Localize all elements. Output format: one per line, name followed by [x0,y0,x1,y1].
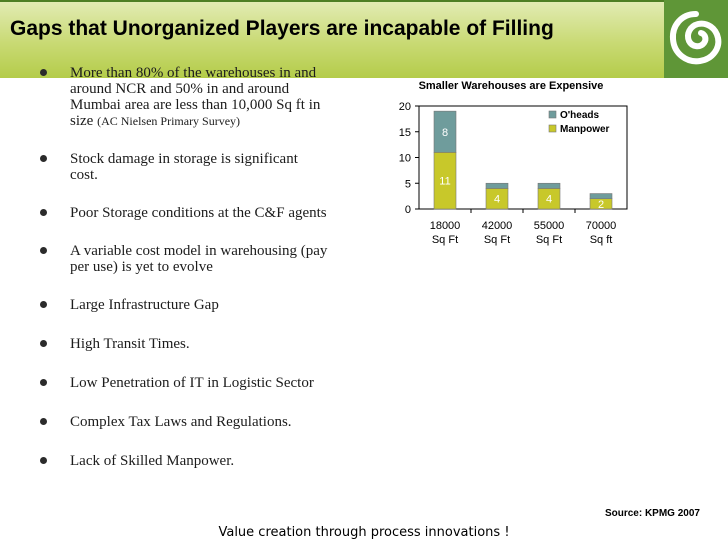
y-tick-label: 5 [405,178,411,190]
bullet-line: Large Infrastructure Gap [70,297,219,313]
bullet-line: cost. [70,167,98,183]
bullet-line: per use) is yet to evolve [70,259,213,275]
bullet-text: High Transit Times. [70,336,360,352]
bullet-line: High Transit Times. [70,336,190,352]
spiral-logo-icon [669,11,722,65]
logo [664,0,728,78]
chart-canvas: 0 5 10 15 20 11 8 18000 Sq Ft 4 42000 Sq Ft 4 55000 Sq… [399,101,628,246]
bullet-dot-icon [40,379,47,386]
bullet-dot-icon [40,209,47,216]
legend-label: O'heads [560,110,599,121]
bullet-dot-icon [40,340,47,347]
bullet-line: Poor Storage conditions at the C&F agent… [70,205,327,221]
chart-title: Smaller Warehouses are Expensive [418,80,604,92]
slide-title: Gaps that Unorganized Players are incapa… [10,17,554,40]
bullet-line: Stock damage in storage is significant [70,151,298,167]
x-tick-label: Sq Ft [536,234,562,246]
bullet-dot-icon [40,457,47,464]
x-tick-label: 42000 [482,220,513,232]
y-tick-label: 0 [405,204,411,216]
x-tick-label: 70000 [586,220,617,232]
data-label: 2 [598,199,604,211]
legend-swatch [548,124,557,133]
y-tick-label: 10 [399,153,411,165]
y-tick-label: 20 [399,101,411,113]
bar-oheads [537,182,561,189]
bullet-dot-icon [40,69,47,76]
x-tick-label: 55000 [534,220,565,232]
footer-tagline: Value creation through process innovatio… [218,525,510,540]
data-label: 4 [494,194,500,206]
bullet-line-text: size [70,113,98,129]
bullet-dot-icon [40,155,47,162]
bullet-line: Lack of Skilled Manpower. [70,453,235,469]
bullet-text: Complex Tax Laws and Regulations. [70,414,360,430]
bullet-dot-icon [40,418,47,425]
bullet-line: around NCR and 50% in and around [70,81,290,97]
x-tick-label: Sq Ft [484,234,510,246]
bullet-line: A variable cost model in warehousing (pa… [70,243,328,259]
data-label: 4 [546,194,552,206]
legend-label: Manpower [560,124,610,135]
bullet-line: Complex Tax Laws and Regulations. [70,414,292,430]
bullet-text: More than 80% of the warehouses in and ar… [70,65,360,129]
bullet-line: Mumbai area are less than 10,000 Sq ft i… [70,97,321,113]
bullet-source-note: (AC Nielsen Primary Survey) [97,114,241,128]
legend-swatch [548,110,557,119]
x-tick-label: Sq ft [590,234,613,246]
bullet-dot-icon [40,301,47,308]
bullet-line: size (AC Nielsen Primary Survey) [70,113,360,129]
bullet-text: A variable cost model in warehousing (pa… [70,243,360,275]
bullet-text: Low Penetration of IT in Logistic Sector [70,375,360,391]
bar-oheads [485,182,509,189]
bullet-text: Stock damage in storage is significant co… [70,151,360,183]
bullet-text: Poor Storage conditions at the C&F agent… [70,205,360,221]
data-label: 8 [442,127,448,139]
bullet-line: More than 80% of the warehouses in and [70,65,317,81]
bar-oheads [589,193,613,200]
banner-top-line [0,0,664,2]
x-tick-label: Sq Ft [432,234,458,246]
source-note: Source: KPMG 2007 [604,508,700,519]
bullet-line: Low Penetration of IT in Logistic Sector [70,375,314,391]
y-tick-label: 15 [399,127,411,139]
title-banner: Gaps that Unorganized Players are incapa… [0,0,728,78]
warehouse-cost-chart: Smaller Warehouses are Expensive 0 5 10 15 2… [385,76,635,256]
bullet-dot-icon [40,247,47,254]
x-tick-label: 18000 [430,220,461,232]
data-label: 11 [439,176,450,188]
bullet-text: Large Infrastructure Gap [70,297,360,313]
bullet-text: Lack of Skilled Manpower. [70,453,360,469]
bar-oheads [433,110,457,153]
